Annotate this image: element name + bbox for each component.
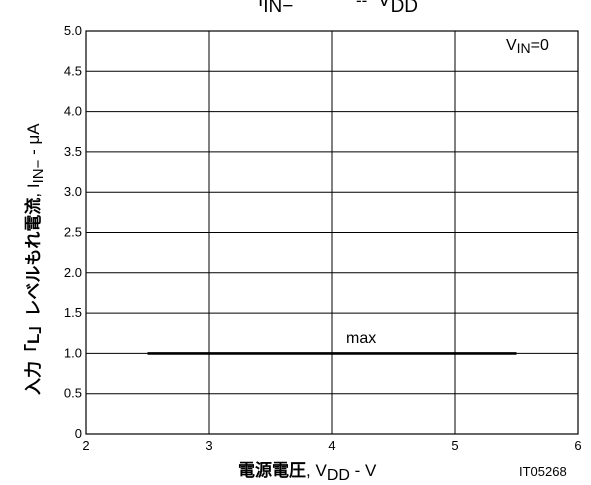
y-axis-label: 入力「L」レベルもれ電流, IIN− - μA <box>24 123 47 395</box>
condition-label: VIN=0 <box>506 37 549 56</box>
x-tick-label: 2 <box>82 438 89 453</box>
y-tick-labels: 0 0.5 1.0 1.5 2.0 2.5 3.0 3.5 4.0 4.5 5.0 <box>64 23 82 441</box>
grid <box>85 30 579 435</box>
x-tick-labels: 2 3 4 5 6 <box>82 438 581 453</box>
chart-title-right: -- VDD <box>356 0 418 18</box>
x-tick-label: 5 <box>451 438 458 453</box>
x-axis-label: 電源電圧, VDD - V <box>238 461 377 484</box>
y-tick-label: 3.5 <box>64 144 82 159</box>
y-tick-label: 4.5 <box>64 63 82 78</box>
y-tick-label: 0 <box>75 426 82 441</box>
y-tick-label: 4.0 <box>64 104 82 119</box>
y-tick-label: 1.5 <box>64 305 82 320</box>
series-label-max: max <box>346 330 377 347</box>
y-tick-label: 0.5 <box>64 386 82 401</box>
x-tick-label: 4 <box>328 438 335 453</box>
x-tick-label: 6 <box>574 438 581 453</box>
y-tick-label: 2.0 <box>64 265 82 280</box>
y-tick-label: 5.0 <box>64 23 82 38</box>
y-tick-label: 2.5 <box>64 225 82 240</box>
plot-frame <box>85 30 579 435</box>
x-tick-label: 3 <box>205 438 212 453</box>
chart-title-left: IIN− <box>258 0 294 17</box>
title-separator: -- <box>356 0 368 10</box>
y-tick-label: 1.0 <box>64 345 82 360</box>
y-tick-label: 3.0 <box>64 184 82 199</box>
figure-id: IT05268 <box>519 464 567 479</box>
